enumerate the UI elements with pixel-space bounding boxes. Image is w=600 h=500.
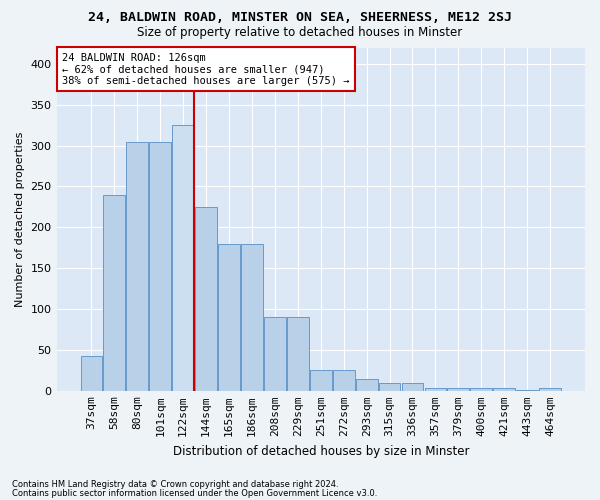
Bar [470,388,492,391]
Y-axis label: Number of detached properties: Number of detached properties [15,132,25,307]
Bar [149,142,171,391]
Bar [379,384,400,391]
Text: Contains HM Land Registry data © Crown copyright and database right 2024.: Contains HM Land Registry data © Crown c… [12,480,338,489]
Bar [172,125,194,391]
Text: Size of property relative to detached houses in Minster: Size of property relative to detached ho… [137,26,463,39]
Bar [287,317,309,391]
Bar [127,142,148,391]
Bar [264,317,286,391]
Bar [218,244,240,391]
X-axis label: Distribution of detached houses by size in Minster: Distribution of detached houses by size … [173,444,469,458]
Bar [516,390,538,391]
Bar [80,356,103,391]
Bar [425,388,446,391]
Text: 24 BALDWIN ROAD: 126sqm
← 62% of detached houses are smaller (947)
38% of semi-d: 24 BALDWIN ROAD: 126sqm ← 62% of detache… [62,52,349,86]
Bar [333,370,355,391]
Bar [195,207,217,391]
Bar [539,388,561,391]
Text: 24, BALDWIN ROAD, MINSTER ON SEA, SHEERNESS, ME12 2SJ: 24, BALDWIN ROAD, MINSTER ON SEA, SHEERN… [88,11,512,24]
Bar [401,384,424,391]
Bar [448,388,469,391]
Bar [356,378,377,391]
Text: Contains public sector information licensed under the Open Government Licence v3: Contains public sector information licen… [12,488,377,498]
Bar [493,388,515,391]
Bar [310,370,332,391]
Bar [241,244,263,391]
Bar [103,194,125,391]
